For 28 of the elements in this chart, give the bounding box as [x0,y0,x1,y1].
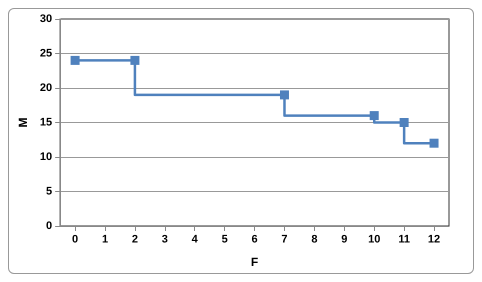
x-tick-label: 6 [252,234,258,246]
point [370,111,379,120]
y-tick-label: 30 [40,13,52,25]
point [280,90,289,100]
x-tick-label: 5 [222,234,228,246]
x-tick-label: 10 [368,234,380,246]
x-tick-label: 7 [281,234,288,246]
x-tick-label: 11 [398,234,410,246]
point [400,118,409,127]
point [430,138,439,148]
x-axis-title: F [250,255,258,269]
y-tick-label: 10 [40,151,52,163]
x-tick-label: 9 [341,234,348,246]
y-tick-label: 25 [40,48,52,60]
x-tick-label: 12 [428,234,440,246]
x-tick-label: 2 [132,234,138,246]
x-tick-label: 4 [192,234,199,246]
x-tick-label: 0 [72,234,78,246]
y-tick-label: 5 [46,186,52,198]
point [70,56,80,65]
y-tick-label: 20 [40,82,52,94]
y-tick-label: 0 [46,220,52,232]
x-tick-label: 3 [162,234,168,246]
x-tick-label: 1 [102,234,108,246]
x-tick-label: 8 [311,234,318,246]
y-tick-label: 15 [40,116,52,128]
point [130,56,140,65]
y-axis-title: M [16,118,30,128]
